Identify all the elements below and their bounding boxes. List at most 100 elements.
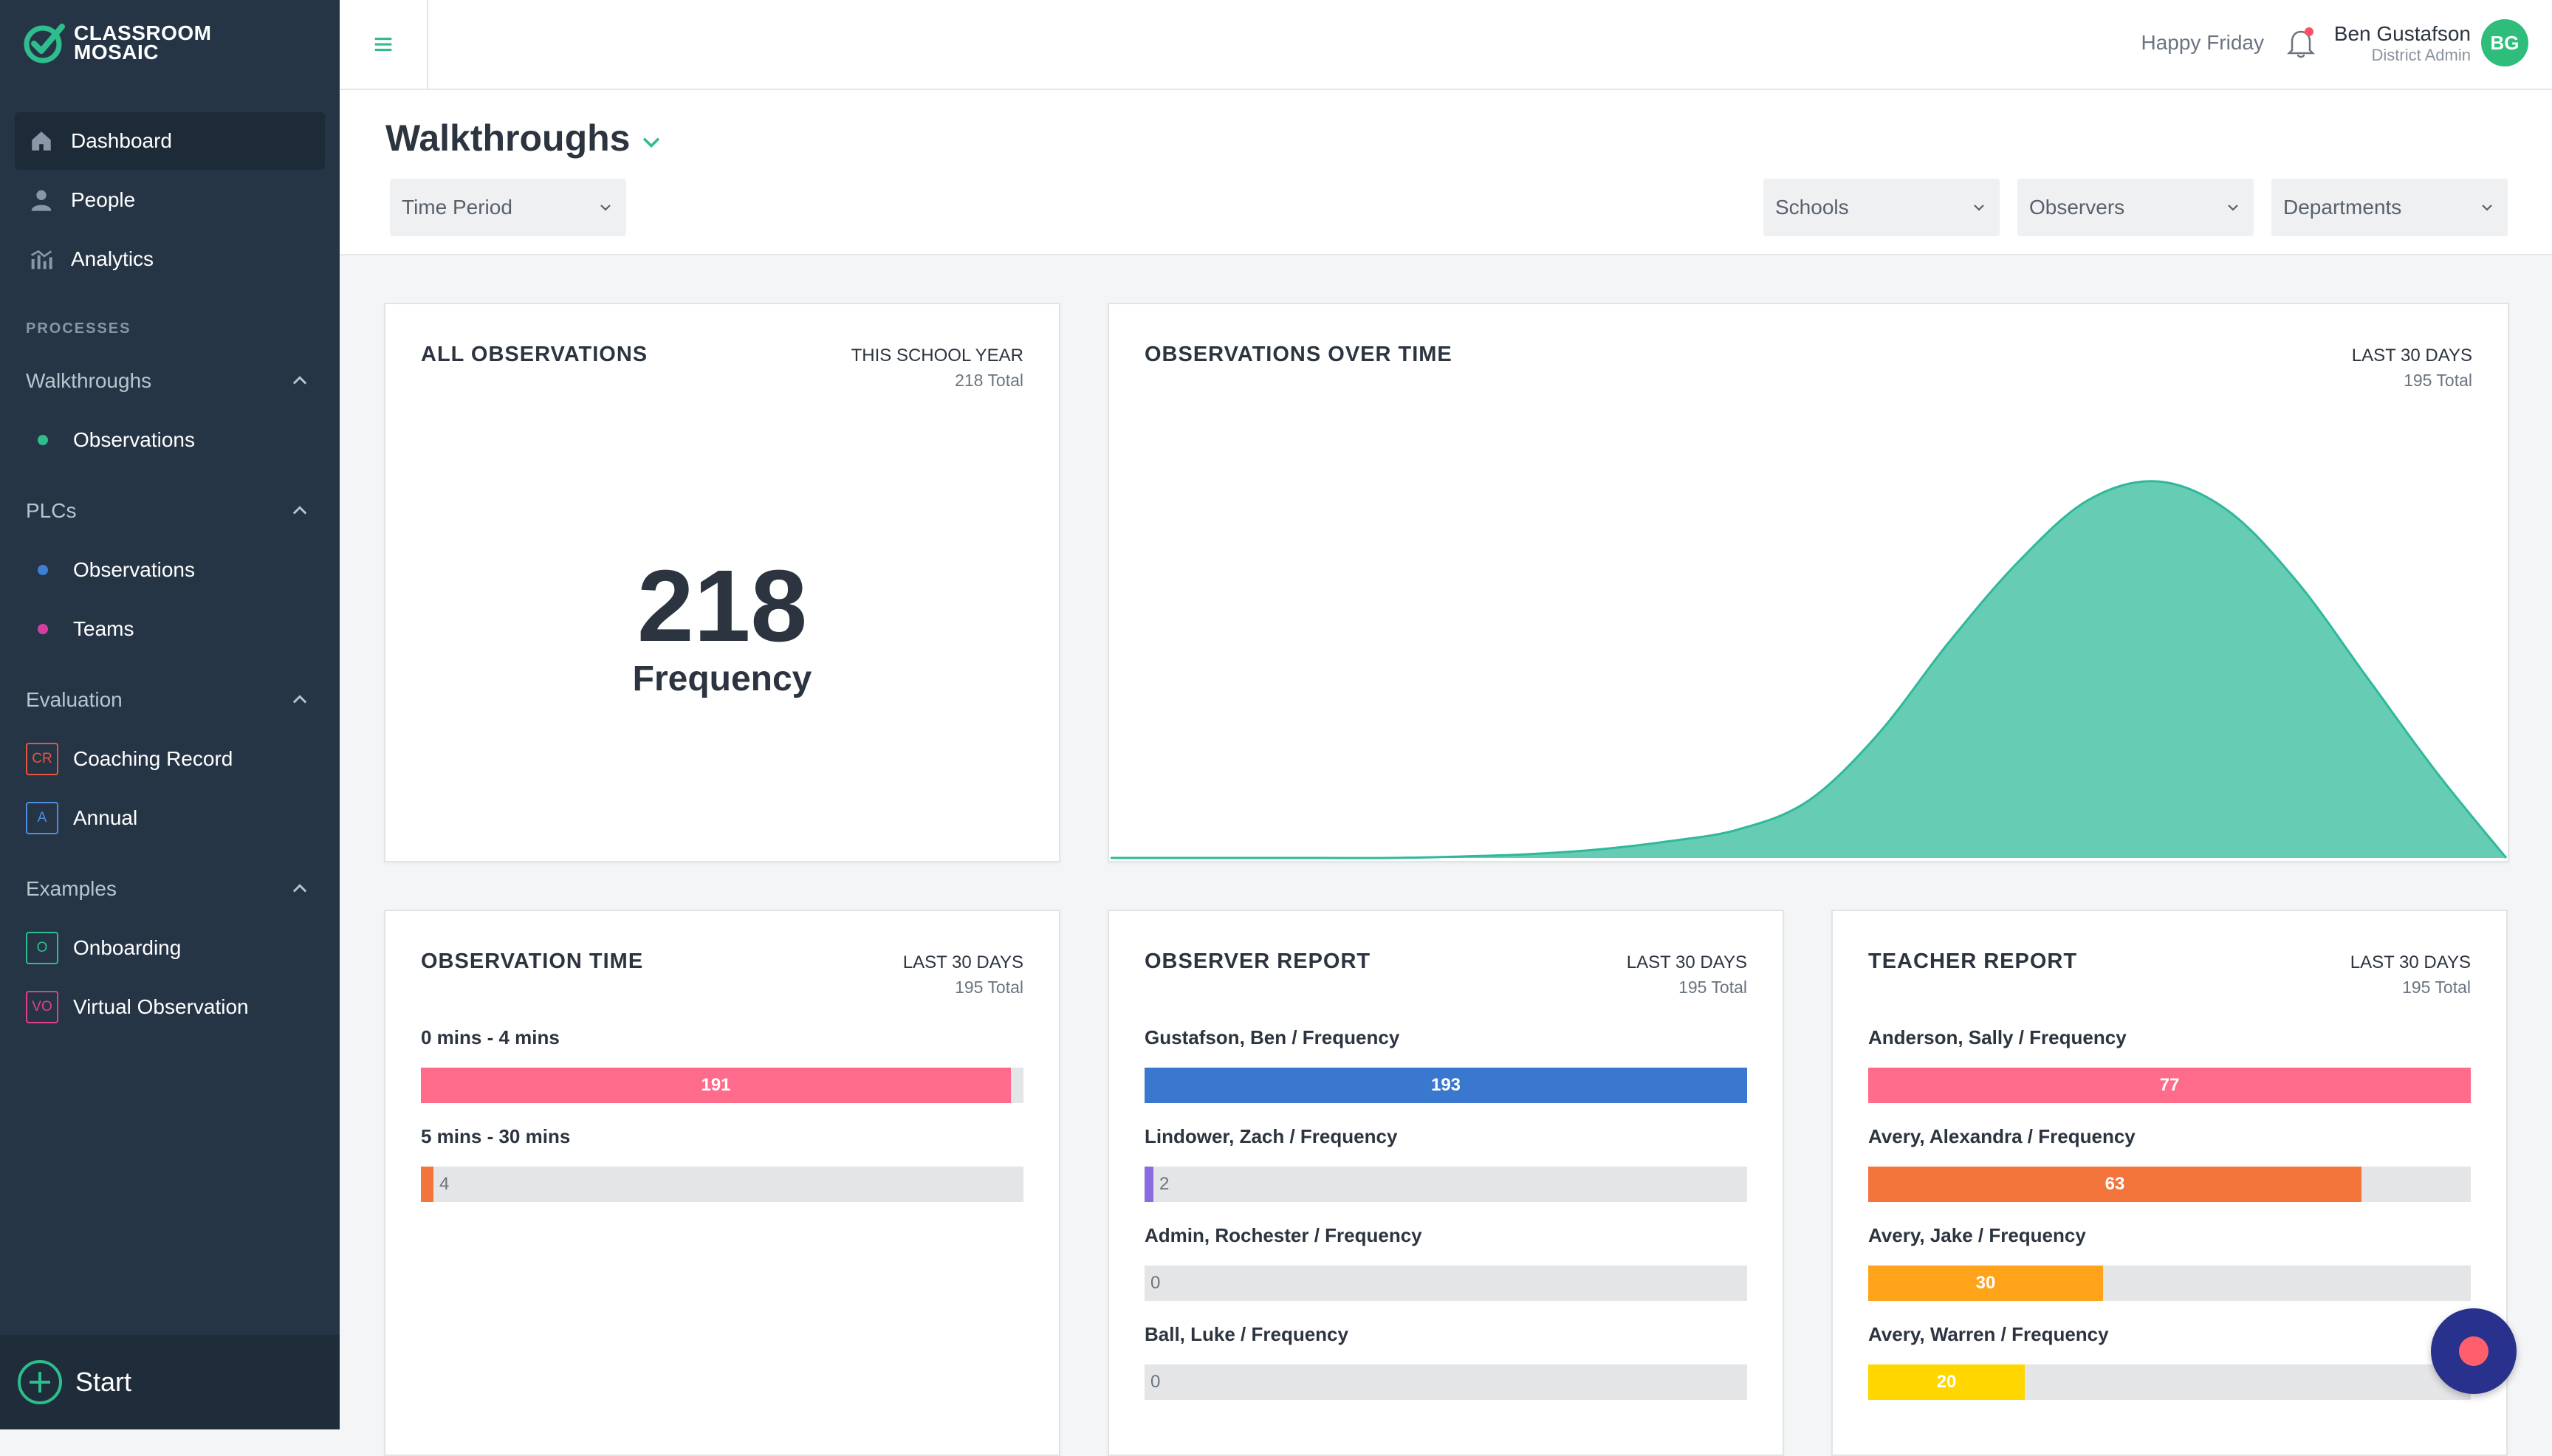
observers-select[interactable]: Observers (2017, 179, 2254, 236)
card-period: LAST 30 DAYS (902, 952, 1023, 972)
teacher-report-card: TEACHER REPORT LAST 30 DAYS 195 Total An… (1831, 910, 2508, 1456)
logo[interactable]: CLASSROOM MOSAIC (21, 19, 212, 66)
bar-value: 191 (701, 1075, 731, 1095)
bar-row: 5 mins - 30 mins 4 (421, 1121, 1023, 1220)
card-total: 195 Total (1678, 978, 1747, 997)
user-name[interactable]: Ben Gustafson (2333, 22, 2471, 45)
a-badge-icon: A (26, 802, 58, 834)
card-title: OBSERVATION TIME (421, 950, 644, 973)
bar-label: Admin, Rochester / Frequency (1145, 1224, 1422, 1246)
cr-badge-icon: CR (26, 743, 58, 775)
group-examples[interactable]: Examples (26, 867, 310, 911)
schools-value: Schools (1775, 196, 1849, 219)
nav-people-label: People (71, 188, 136, 211)
chevron-up-icon (292, 884, 307, 893)
observations-over-time-card: OBSERVATIONS OVER TIME LAST 30 DAYS 195 … (1108, 303, 2509, 862)
card-title: OBSERVATIONS OVER TIME (1145, 343, 1452, 366)
bar-track: 30 (1868, 1266, 2471, 1301)
all-observations-card: ALL OBSERVATIONS THIS SCHOOL YEAR 218 To… (384, 303, 1060, 862)
nav-analytics-label: Analytics (71, 247, 154, 270)
time-period-select[interactable]: Time Period (390, 179, 626, 236)
blue-dot-icon (38, 565, 48, 575)
processes-label: PROCESSES (26, 320, 131, 337)
page-title[interactable]: Walkthroughs (385, 117, 664, 159)
bar-label: Avery, Jake / Frequency (1868, 1224, 2086, 1246)
bar-fill (1868, 1364, 2025, 1400)
departments-select[interactable]: Departments (2271, 179, 2508, 236)
bar-row: Avery, Jake / Frequency 30 (1868, 1220, 2471, 1319)
magenta-dot-icon (38, 624, 48, 634)
bar-value: 77 (2159, 1075, 2180, 1095)
sidebar-item-label: Annual (73, 806, 138, 829)
card-title: OBSERVER REPORT (1145, 950, 1371, 973)
chevron-down-icon (2482, 205, 2492, 211)
plus-circle-icon (18, 1360, 62, 1404)
bar-track: 20 (1868, 1364, 2471, 1400)
brand-line2: MOSAIC (74, 41, 159, 63)
nav-people[interactable]: People (15, 171, 325, 229)
group-evaluation[interactable]: Evaluation (26, 678, 310, 722)
group-walkthroughs-label: Walkthroughs (26, 369, 152, 392)
schools-select[interactable]: Schools (1763, 179, 2000, 236)
home-icon (27, 126, 56, 156)
bar-track: 0 (1145, 1364, 1747, 1400)
bar-value: 193 (1430, 1075, 1461, 1095)
avatar[interactable]: BG (2481, 19, 2528, 66)
bar-fill (421, 1167, 433, 1202)
bar-track: 77 (1868, 1068, 2471, 1103)
bar-label: Gustafson, Ben / Frequency (1145, 1026, 1400, 1048)
card-period: THIS SCHOOL YEAR (851, 346, 1023, 365)
bar-value: 20 (1936, 1372, 1957, 1392)
bar-label: Avery, Warren / Frequency (1868, 1323, 2109, 1345)
card-title: ALL OBSERVATIONS (421, 343, 648, 366)
green-dot-icon (38, 435, 48, 445)
group-plcs[interactable]: PLCs (26, 489, 310, 533)
bar-track: 63 (1868, 1167, 2471, 1202)
sidebar-item-virtual-observation[interactable]: VO Virtual Observation (26, 985, 321, 1029)
bar-value: 4 (439, 1174, 450, 1194)
card-period: LAST 30 DAYS (1626, 952, 1747, 972)
chat-dot-icon (2459, 1336, 2488, 1366)
hamburger-icon (374, 37, 392, 52)
start-label: Start (75, 1367, 132, 1397)
sidebar-item-plc-observations[interactable]: Observations (26, 548, 321, 592)
bar-label: Avery, Alexandra / Frequency (1868, 1125, 2136, 1147)
sidebar: CLASSROOM MOSAIC Dashboard People Analyt… (0, 0, 340, 1429)
bar-row: 0 mins - 4 mins 191 (421, 1022, 1023, 1121)
user-role: District Admin (2371, 46, 2471, 64)
nav-analytics[interactable]: Analytics (15, 230, 325, 288)
sidebar-item-onboarding[interactable]: O Onboarding (26, 926, 321, 970)
bar-row: Lindower, Zach / Frequency 2 (1145, 1121, 1747, 1220)
sidebar-item-coaching-record[interactable]: CR Coaching Record (26, 737, 321, 781)
bar-label: 0 mins - 4 mins (421, 1026, 560, 1048)
bar-row: Avery, Alexandra / Frequency 63 (1868, 1121, 2471, 1220)
chevron-down-icon (2228, 205, 2238, 211)
bar-label: Anderson, Sally / Frequency (1868, 1026, 2127, 1048)
group-walkthroughs[interactable]: Walkthroughs (26, 359, 310, 403)
chat-launcher-button[interactable] (2431, 1308, 2517, 1394)
bar-value: 0 (1150, 1273, 1161, 1293)
card-title: TEACHER REPORT (1868, 950, 2078, 973)
area-chart (1111, 480, 2508, 859)
start-button[interactable]: Start (0, 1335, 340, 1429)
bar-label: Lindower, Zach / Frequency (1145, 1125, 1398, 1147)
bar-track: 4 (421, 1167, 1023, 1202)
filter-bar: Walkthroughs Time Period Schools Observe… (340, 90, 2552, 255)
sidebar-item-label: Coaching Record (73, 747, 233, 770)
greeting-text: Happy Friday (2141, 31, 2264, 54)
bar-row: Anderson, Sally / Frequency 77 (1868, 1022, 2471, 1121)
departments-value: Departments (2283, 196, 2402, 219)
bar-track: 0 (1145, 1266, 1747, 1301)
sidebar-item-plc-teams[interactable]: Teams (26, 607, 321, 651)
sidebar-item-annual[interactable]: A Annual (26, 796, 321, 840)
group-plcs-label: PLCs (26, 499, 77, 522)
time-period-value: Time Period (402, 196, 512, 219)
bell-icon[interactable] (2285, 25, 2317, 61)
bar-value: 2 (1159, 1174, 1170, 1194)
menu-button[interactable] (340, 0, 428, 89)
bar-fill (421, 1068, 1011, 1103)
group-examples-label: Examples (26, 877, 117, 900)
sidebar-item-walkthrough-observations[interactable]: Observations (26, 418, 321, 462)
nav-dashboard[interactable]: Dashboard (15, 112, 325, 170)
area-series-fill (1111, 481, 2506, 859)
